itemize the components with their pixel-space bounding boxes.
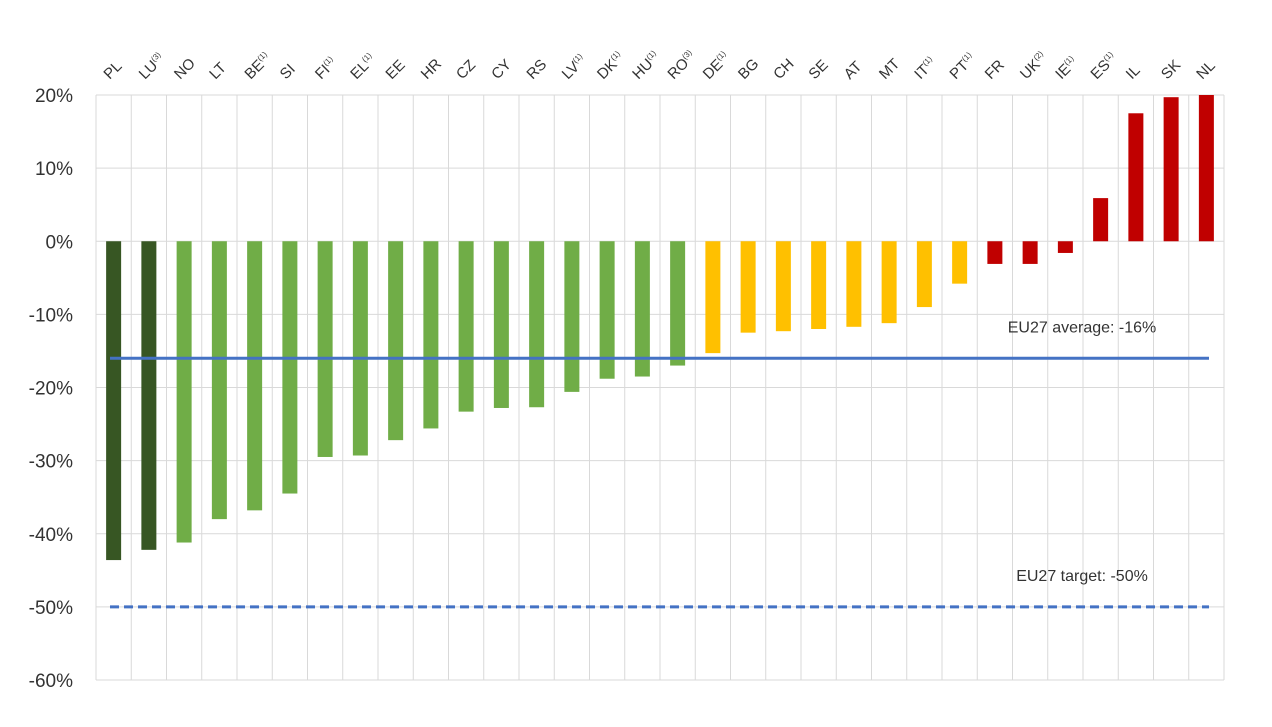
bar-pt bbox=[952, 241, 968, 284]
x-tick-label-ee: EE bbox=[382, 57, 408, 83]
bar-lv bbox=[564, 241, 580, 392]
bar-nl bbox=[1198, 95, 1214, 242]
x-tick-label-ch: CH bbox=[770, 55, 797, 82]
x-tick-label-it: IT(1) bbox=[911, 54, 940, 83]
x-tick-label-pt: PT(1) bbox=[946, 50, 979, 83]
x-tick-label-il: IL bbox=[1123, 62, 1144, 83]
reference-lines: EU27 average: -16% EU27 target: -50% bbox=[110, 319, 1209, 609]
bar-ee bbox=[388, 241, 404, 441]
x-tick-label-si: SI bbox=[277, 61, 299, 83]
x-tick-label-cz: CZ bbox=[453, 57, 479, 83]
x-tick-label-lt: LT bbox=[206, 59, 230, 83]
x-tick-label-no: NO bbox=[171, 55, 199, 83]
x-tick-label-se: SE bbox=[805, 57, 831, 83]
y-tick-label: 20% bbox=[35, 86, 73, 107]
bar-bg bbox=[740, 241, 756, 333]
bar-es bbox=[1093, 198, 1109, 242]
bar-uk bbox=[1022, 241, 1038, 264]
bar-dk bbox=[599, 241, 615, 379]
y-tick-label: 0% bbox=[46, 232, 74, 253]
bar-cz bbox=[458, 241, 474, 412]
x-tick-label-ro: RO(3) bbox=[664, 48, 699, 83]
bar-ro bbox=[670, 241, 686, 366]
y-tick-label: -30% bbox=[29, 452, 73, 473]
x-tick-label-pl: PL bbox=[100, 58, 125, 83]
bar-be bbox=[247, 241, 263, 511]
bar-hu bbox=[634, 241, 650, 377]
x-axis-category-labels: PL LU(3) NO LT BE(1)SI FI(1) EL(1) EE HR CZ CY RS LV… bbox=[100, 48, 1218, 83]
x-tick-label-fr: FR bbox=[982, 57, 1008, 83]
x-tick-label-uk: UK(2) bbox=[1017, 49, 1051, 83]
x-tick-label-mt: MT bbox=[876, 55, 903, 82]
x-tick-label-sk: SK bbox=[1158, 57, 1184, 83]
bar-pl bbox=[106, 241, 122, 561]
x-tick-label-be: BE(1) bbox=[241, 50, 274, 83]
bar-ch bbox=[775, 241, 791, 332]
x-tick-label-bg: BG bbox=[735, 55, 762, 82]
bar-lu bbox=[141, 241, 157, 550]
y-axis-tick-labels: 20% 10% 0% -10% -20% -30% -40% -50% -60% bbox=[29, 86, 73, 692]
reference-line-label: EU27 target: -50% bbox=[1016, 568, 1148, 585]
x-tick-label-at: AT bbox=[841, 58, 866, 83]
bar-ie bbox=[1057, 241, 1073, 253]
bar-hr bbox=[423, 241, 439, 429]
bar-cy bbox=[493, 241, 509, 408]
y-tick-label: -40% bbox=[29, 525, 73, 546]
y-tick-label: 10% bbox=[35, 159, 73, 180]
y-tick-label: -10% bbox=[29, 305, 73, 326]
x-tick-label-lu: LU(3) bbox=[136, 50, 169, 83]
bar-at bbox=[846, 241, 862, 327]
x-tick-label-ie: IE(1) bbox=[1052, 54, 1081, 83]
grid bbox=[95, 94, 1225, 681]
bars bbox=[106, 95, 1214, 561]
bar-rs bbox=[529, 241, 545, 408]
bar-il bbox=[1128, 113, 1144, 242]
x-tick-label-dk: DK(1) bbox=[594, 49, 628, 83]
x-tick-label-lv: LV(1) bbox=[559, 51, 590, 82]
y-tick-label: -60% bbox=[29, 671, 73, 692]
bar-it bbox=[916, 241, 932, 308]
y-tick-label: -20% bbox=[29, 379, 73, 400]
reference-line-label: EU27 average: -16% bbox=[1008, 319, 1157, 336]
bar-lt bbox=[211, 241, 227, 520]
x-tick-label-cy: CY bbox=[488, 56, 515, 83]
bar-sk bbox=[1163, 97, 1179, 242]
bar-se bbox=[811, 241, 827, 329]
bar-fi bbox=[317, 241, 333, 457]
x-tick-label-es: ES(1) bbox=[1087, 50, 1120, 83]
x-tick-label-rs: RS bbox=[523, 56, 550, 83]
bar-si bbox=[282, 241, 298, 494]
bar-mt bbox=[881, 241, 897, 324]
bar-de bbox=[705, 241, 721, 354]
x-tick-label-hr: HR bbox=[418, 55, 445, 82]
x-tick-label-hu: HU(1) bbox=[629, 48, 663, 82]
bar-no bbox=[176, 241, 192, 543]
x-tick-label-el: EL(1) bbox=[347, 51, 379, 83]
x-tick-label-de: DE(1) bbox=[700, 49, 734, 83]
bar-el bbox=[352, 241, 368, 456]
y-tick-label: -50% bbox=[29, 598, 73, 619]
x-tick-label-nl: NL bbox=[1193, 57, 1219, 83]
x-tick-label-fi: FI(1) bbox=[312, 54, 341, 83]
bar-fr bbox=[987, 241, 1003, 264]
